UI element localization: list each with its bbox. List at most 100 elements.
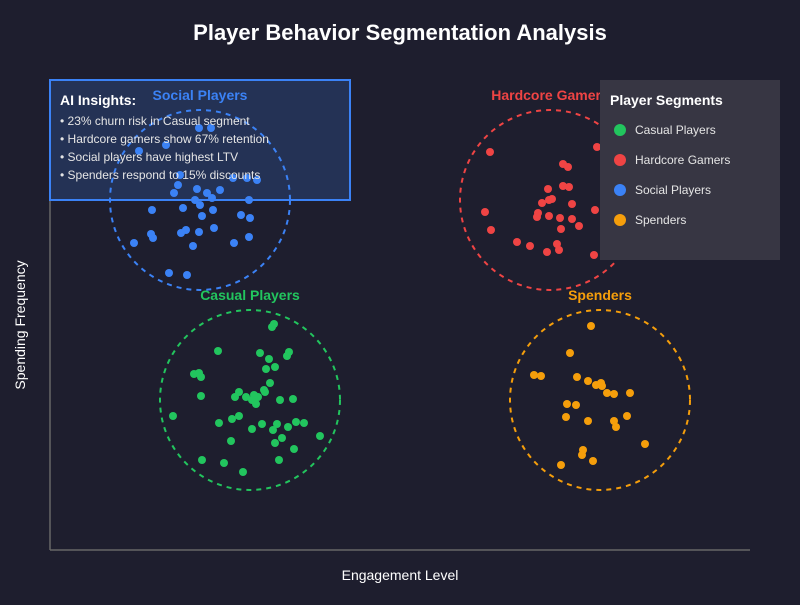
data-point-hardcore-gamers [559,182,567,190]
data-point-casual-players [289,395,297,403]
data-point-casual-players [300,419,308,427]
cluster-label-hardcore-gamers: Hardcore Gamers [491,87,609,103]
data-point-social-players [193,185,201,193]
insight-item: • Spenders respond to 15% discounts [60,168,260,182]
data-point-spenders [623,412,631,420]
data-point-casual-players [220,459,228,467]
data-point-spenders [598,382,606,390]
data-point-social-players [237,211,245,219]
data-point-social-players [170,189,178,197]
data-point-hardcore-gamers [555,246,563,254]
data-point-casual-players [254,393,262,401]
data-point-hardcore-gamers [538,199,546,207]
data-point-casual-players [242,393,250,401]
data-point-hardcore-gamers [575,222,583,230]
data-point-hardcore-gamers [545,212,553,220]
data-point-social-players [174,181,182,189]
data-point-spenders [610,390,618,398]
data-point-social-players [148,206,156,214]
data-point-casual-players [290,445,298,453]
data-point-casual-players [316,432,324,440]
cluster-label-social-players: Social Players [153,87,248,103]
ai-insights-box: AI Insights: • 23% churn risk in Casual … [49,79,351,201]
data-point-social-players [230,239,238,247]
data-point-hardcore-gamers [513,238,521,246]
data-point-social-players [135,147,143,155]
insights-title: AI Insights: [60,92,136,108]
data-point-casual-players [276,396,284,404]
data-point-hardcore-gamers [565,183,573,191]
data-point-spenders [587,322,595,330]
data-point-casual-players [248,425,256,433]
data-point-hardcore-gamers [543,248,551,256]
data-point-casual-players [265,355,273,363]
data-point-hardcore-gamers [568,200,576,208]
data-point-casual-players [235,412,243,420]
data-point-hardcore-gamers [544,185,552,193]
data-point-social-players [245,233,253,241]
data-point-casual-players [228,415,236,423]
data-point-hardcore-gamers [590,251,598,259]
data-point-spenders [578,451,586,459]
data-point-casual-players [256,349,264,357]
data-point-hardcore-gamers [557,225,565,233]
data-point-casual-players [261,388,269,396]
data-point-hardcore-gamers [593,143,601,151]
data-point-hardcore-gamers [486,148,494,156]
data-point-social-players [229,174,237,182]
cluster-boundary-spenders [509,309,691,491]
data-point-social-players [179,204,187,212]
data-point-social-players [149,234,157,242]
data-point-spenders [603,389,611,397]
data-point-spenders [557,461,565,469]
data-point-social-players [198,212,206,220]
data-point-casual-players [283,352,291,360]
data-point-hardcore-gamers [481,208,489,216]
data-point-hardcore-gamers [548,195,556,203]
data-point-casual-players [252,400,260,408]
data-point-casual-players [268,323,276,331]
data-point-casual-players [271,439,279,447]
data-point-spenders [612,423,620,431]
data-point-casual-players [169,412,177,420]
data-point-social-players [246,214,254,222]
data-point-hardcore-gamers [568,215,576,223]
data-point-social-players [207,124,215,132]
data-point-social-players [216,186,224,194]
legend-swatch-spenders [614,214,626,226]
data-point-casual-players [215,419,223,427]
data-point-spenders [573,373,581,381]
data-point-casual-players [292,418,300,426]
data-point-casual-players [271,363,279,371]
data-point-social-players [195,124,203,132]
data-point-spenders [641,440,649,448]
legend: Player Segments Casual Players Hardcore G… [600,80,780,260]
data-point-social-players [195,228,203,236]
cluster-boundary-casual-players [159,309,341,491]
data-point-casual-players [269,426,277,434]
legend-swatch-casual-players [614,124,626,136]
data-point-social-players [243,174,251,182]
data-point-hardcore-gamers [533,213,541,221]
data-point-spenders [563,400,571,408]
data-point-spenders [566,349,574,357]
data-point-casual-players [231,393,239,401]
data-point-hardcore-gamers [591,206,599,214]
data-point-casual-players [275,456,283,464]
data-point-casual-players [278,434,286,442]
data-point-hardcore-gamers [526,242,534,250]
legend-swatch-hardcore-gamers [614,154,626,166]
insight-item: • Social players have highest LTV [60,150,238,164]
data-point-hardcore-gamers [564,163,572,171]
data-point-spenders [589,457,597,465]
data-point-social-players [203,189,211,197]
data-point-casual-players [258,420,266,428]
data-point-casual-players [227,437,235,445]
data-point-social-players [196,201,204,209]
data-point-spenders [584,417,592,425]
data-point-casual-players [266,379,274,387]
data-point-social-players [162,141,170,149]
data-point-casual-players [197,373,205,381]
data-point-spenders [537,372,545,380]
